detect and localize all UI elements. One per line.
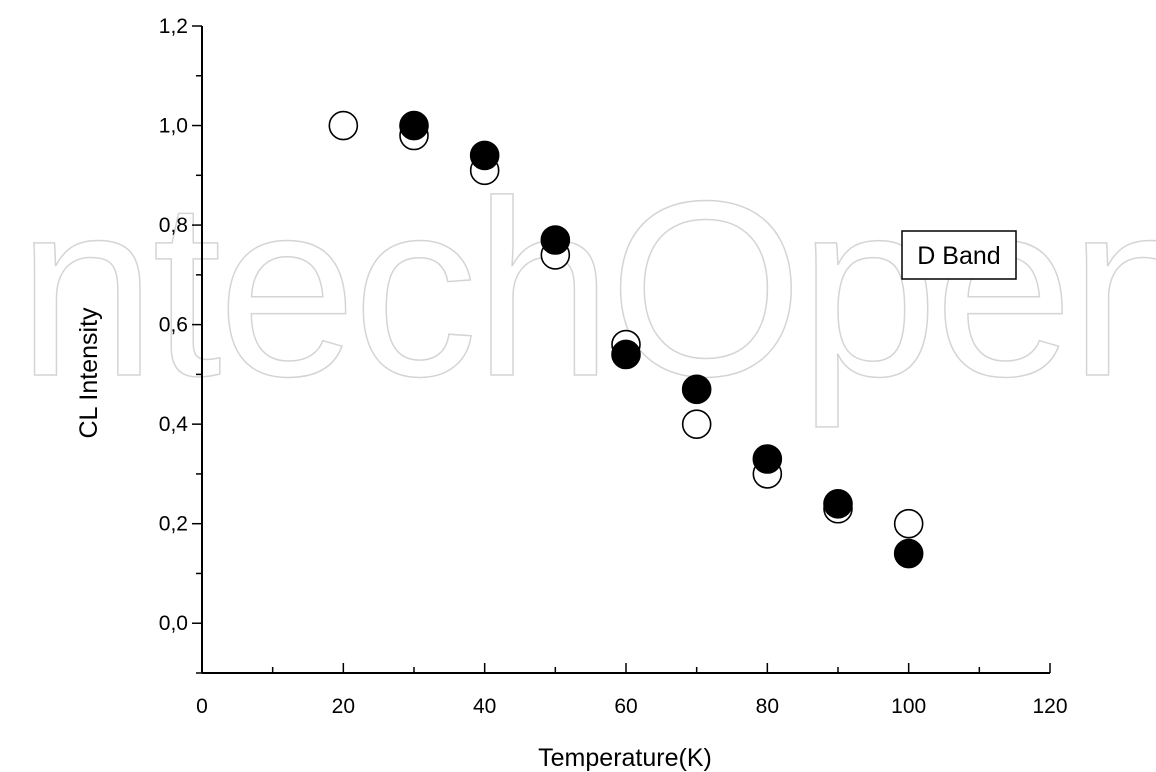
annotation-box: D Band [901, 230, 1017, 280]
y-tick-label: 1,2 [159, 15, 188, 38]
x-tick-label: 20 [332, 695, 355, 718]
filled-circle-point [752, 444, 783, 474]
y-tick-label: 0,4 [159, 413, 189, 436]
x-tick-label: 0 [196, 695, 208, 718]
annotation-frame [901, 230, 1017, 280]
filled-circle-point [611, 339, 641, 370]
filled-circle-point [823, 488, 853, 519]
filled-circle-point [893, 538, 924, 569]
watermark: IntechOpen [0, 149, 1156, 428]
x-tick-label: 60 [614, 695, 637, 718]
x-axis-ticks: 0 20 40 60 80 100 120 [196, 663, 1068, 718]
annotation-text: D Band [917, 242, 1000, 270]
y-axis-label: CL Intensity [75, 307, 103, 439]
filled-circle-point [540, 225, 571, 255]
x-tick-label: 40 [473, 695, 496, 718]
filled-circle-point [681, 374, 712, 405]
y-tick-label: 0,2 [159, 513, 188, 536]
x-tick-label: 120 [1032, 695, 1067, 718]
data-points [328, 110, 924, 569]
y-tick-label: 0,8 [159, 214, 188, 237]
open-circle-point [893, 508, 924, 539]
y-axis-ticks: 0,0 0,2 0,4 0,6 0,8 1,0 1,2 [159, 15, 202, 674]
open-circle-point [328, 110, 359, 141]
y-tick-label: 0,6 [159, 314, 188, 337]
x-axis-label: Temperature(K) [538, 744, 712, 772]
open-circle-point [681, 409, 712, 439]
y-tick-label: 1,0 [159, 115, 188, 138]
x-tick-label: 80 [756, 695, 779, 718]
filled-circle-point [469, 140, 500, 171]
filled-circle-point [399, 110, 429, 141]
x-tick-label: 100 [891, 695, 926, 718]
y-tick-label: 0,0 [159, 612, 188, 635]
